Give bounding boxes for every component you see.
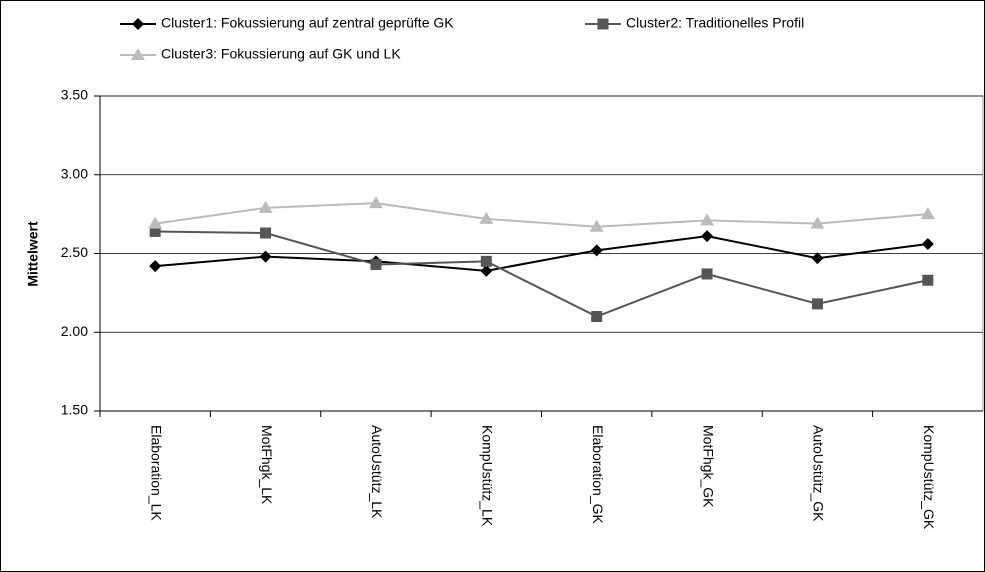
- data-point: [258, 200, 273, 213]
- legend-marker: [131, 48, 145, 60]
- legend-label: Cluster3: Fokussierung auf GK und LK: [161, 46, 401, 62]
- data-point: [149, 225, 161, 237]
- data-point: [921, 238, 934, 251]
- data-point: [589, 219, 604, 232]
- x-tick-label: Elaboration_LK: [148, 425, 164, 521]
- data-point: [260, 227, 272, 239]
- data-point: [479, 211, 494, 224]
- series-line: [155, 202, 928, 228]
- data-point: [480, 255, 492, 267]
- x-tick-label: AutoUstütz_LK: [369, 425, 385, 519]
- data-point: [810, 216, 825, 229]
- x-tick-label: MotFhgk_GK: [700, 425, 716, 508]
- x-tick-label: AutoUstütz_GK: [811, 425, 827, 522]
- legend-label: Cluster2: Traditionelles Profil: [626, 15, 804, 31]
- data-point: [591, 311, 603, 322]
- x-tick-label: KompUstütz_GK: [921, 425, 937, 530]
- y-tick-label: 3.00: [61, 165, 88, 181]
- x-tick-label: Elaboration_GK: [590, 425, 606, 525]
- data-point: [370, 259, 382, 271]
- y-tick-label: 3.50: [61, 87, 88, 103]
- y-tick-label: 1.50: [61, 402, 88, 418]
- x-tick-label: MotFhgk_LK: [259, 425, 275, 505]
- data-point: [811, 298, 823, 310]
- y-tick-label: 2.00: [61, 323, 88, 339]
- series-line: [155, 235, 928, 272]
- data-point: [700, 213, 715, 226]
- data-point: [368, 196, 383, 209]
- x-tick-label: KompUstütz_LK: [480, 425, 496, 527]
- data-point: [811, 252, 824, 265]
- data-point: [480, 264, 493, 277]
- data-point: [701, 268, 713, 280]
- data-point: [259, 250, 272, 263]
- data-point: [149, 260, 162, 273]
- y-tick-label: 2.50: [61, 244, 88, 260]
- legend-label: Cluster1: Fokussierung auf zentral geprü…: [161, 15, 454, 31]
- data-point: [590, 244, 603, 257]
- y-axis-label: Mittelwert: [25, 221, 41, 287]
- legend-marker: [132, 18, 144, 30]
- data-point: [922, 274, 934, 286]
- data-point: [701, 230, 714, 243]
- data-point: [920, 207, 935, 220]
- legend-marker: [597, 18, 609, 30]
- data-point: [148, 216, 163, 229]
- series-line: [155, 230, 929, 318]
